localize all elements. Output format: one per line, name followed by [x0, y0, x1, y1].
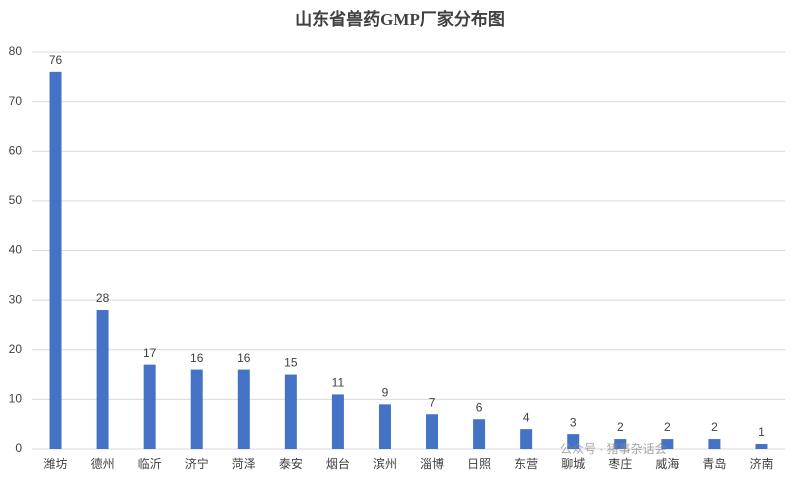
bar [520, 429, 533, 449]
x-tick-label: 日照 [467, 457, 491, 471]
bar [661, 439, 674, 449]
chart-title: 山东省兽药GMP厂家分布图 [295, 9, 505, 29]
bar [96, 310, 109, 449]
bar [284, 374, 297, 449]
data-label: 2 [711, 420, 718, 434]
data-label: 6 [476, 400, 483, 414]
bar [378, 404, 391, 449]
y-tick-label: 40 [9, 243, 23, 257]
bar [755, 444, 768, 449]
bar [614, 439, 627, 449]
bar [567, 434, 580, 449]
y-tick-label: 30 [9, 292, 23, 306]
y-tick-label: 20 [9, 342, 23, 356]
data-label: 16 [237, 351, 251, 365]
data-label: 76 [49, 53, 63, 67]
bar [143, 364, 156, 449]
data-label: 7 [429, 395, 436, 409]
x-tick-label: 德州 [91, 456, 115, 471]
x-tick-label: 临沂 [138, 457, 162, 471]
data-label: 2 [664, 420, 671, 434]
data-label: 16 [190, 351, 204, 365]
x-tick-label: 济南 [749, 456, 773, 471]
y-tick-label: 80 [9, 44, 23, 58]
x-tick-label: 滨州 [373, 456, 397, 471]
data-label: 17 [143, 346, 157, 360]
data-label: 9 [382, 386, 389, 400]
bar [237, 369, 250, 449]
x-tick-label: 菏泽 [232, 457, 256, 471]
data-label: 2 [617, 420, 624, 434]
data-label: 4 [523, 410, 530, 424]
bar [708, 439, 721, 449]
y-tick-label: 70 [9, 94, 23, 108]
y-tick-label: 60 [9, 143, 23, 157]
x-tick-label: 济宁 [185, 456, 209, 471]
x-tick-label: 潍坊 [44, 456, 68, 471]
y-tick-label: 50 [9, 193, 23, 207]
bar [426, 414, 439, 449]
data-label: 28 [96, 291, 110, 305]
x-tick-label: 威海 [655, 456, 679, 471]
x-tick-label: 泰安 [279, 456, 303, 471]
data-label: 1 [758, 425, 765, 439]
x-tick-label: 烟台 [326, 456, 350, 471]
data-label: 15 [284, 356, 298, 370]
y-tick-label: 0 [15, 441, 22, 455]
bar [190, 369, 203, 449]
x-tick-label: 淄博 [420, 456, 444, 471]
y-tick-label: 10 [9, 392, 23, 406]
watermark: 公众号 · 猪事杂话会 [560, 442, 667, 456]
bar [473, 419, 486, 449]
data-label: 3 [570, 415, 577, 429]
bar [331, 394, 344, 449]
x-tick-label: 聊城 [561, 457, 585, 471]
x-tick-label: 枣庄 [608, 456, 632, 471]
data-label: 11 [332, 376, 345, 390]
bar [49, 71, 62, 449]
x-tick-label: 东营 [514, 457, 538, 471]
x-tick-label: 青岛 [702, 456, 726, 471]
